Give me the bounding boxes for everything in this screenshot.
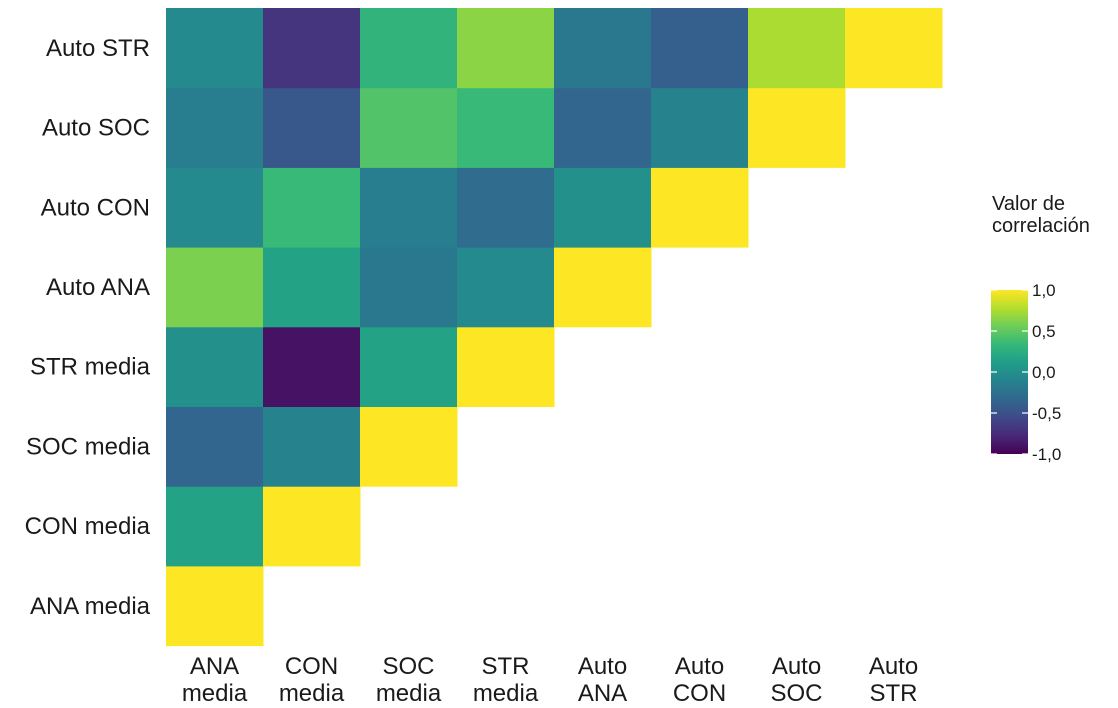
heatmap-cell (263, 406, 361, 487)
heatmap-cell (166, 406, 264, 487)
heatmap-cell (263, 87, 361, 168)
x-tick-label: Auto (578, 653, 627, 680)
heatmap-cell (651, 167, 749, 248)
heatmap-cell (360, 8, 458, 89)
x-tick-label: CON (285, 653, 338, 680)
legend-tick-label: 1,0 (1032, 281, 1056, 300)
heatmap-cell (166, 326, 264, 407)
y-tick-label: STR media (30, 354, 151, 381)
heatmap-cell (263, 486, 361, 567)
x-tick-label: Auto (869, 653, 918, 680)
heatmap-cell (554, 167, 652, 248)
x-tick-label: STR (482, 653, 530, 680)
x-tick-label: Auto (772, 653, 821, 680)
x-tick-label: media (279, 680, 345, 707)
y-tick-label: SOC media (26, 433, 151, 460)
heatmap-cell (651, 8, 749, 89)
heatmap-cell (166, 167, 264, 248)
y-tick-label: Auto STR (46, 35, 150, 62)
heatmap-cell (457, 247, 555, 328)
legend-tick-label: 0,5 (1032, 322, 1056, 341)
legend-tick-label: 0,0 (1032, 363, 1056, 382)
x-tick-label: ANA (190, 653, 239, 680)
heatmap-cell (845, 8, 943, 89)
heatmap-cell (166, 247, 264, 328)
x-tick-label: ANA (578, 680, 627, 707)
heatmap-cell (554, 8, 652, 89)
heatmap-cell (457, 87, 555, 168)
heatmap-cell (166, 486, 264, 567)
heatmap-cell (263, 167, 361, 248)
legend-title: correlación (992, 215, 1090, 237)
x-tick-label: SOC (770, 680, 822, 707)
heatmap-cell (457, 167, 555, 248)
heatmap-cell (457, 326, 555, 407)
heatmap-cell (360, 87, 458, 168)
heatmap-cell (748, 87, 846, 168)
heatmap-cell (651, 87, 749, 168)
heatmap-cell (457, 8, 555, 89)
heatmap-cell (554, 87, 652, 168)
x-tick-label: media (376, 680, 442, 707)
heatmap-cell (360, 247, 458, 328)
x-tick-label: media (473, 680, 539, 707)
x-tick-label: Auto (675, 653, 724, 680)
legend-tick-label: -0,5 (1032, 404, 1061, 423)
y-tick-label: CON media (25, 513, 151, 540)
legend-colorbar (991, 290, 1028, 454)
heatmap-cell (748, 8, 846, 89)
legend-tick-label: -1,0 (1032, 445, 1061, 464)
heatmap-cell (360, 326, 458, 407)
x-tick-label: CON (673, 680, 726, 707)
y-tick-label: Auto SOC (42, 115, 150, 142)
heatmap-cell (554, 247, 652, 328)
x-tick-label: media (182, 680, 248, 707)
x-tick-label: STR (870, 680, 918, 707)
heatmap-cell (263, 326, 361, 407)
x-tick-label: SOC (382, 653, 434, 680)
heatmap-cell (360, 167, 458, 248)
heatmap-cell (360, 406, 458, 487)
legend-title: Valor de (992, 193, 1065, 215)
heatmap-cell (166, 87, 264, 168)
heatmap-cell (166, 8, 264, 89)
heatmap-cell (166, 565, 264, 647)
y-tick-label: Auto ANA (46, 274, 150, 301)
heatmap-cell (263, 247, 361, 328)
heatmap-cell (263, 8, 361, 89)
y-tick-label: Auto CON (41, 194, 150, 221)
y-tick-label: ANA media (30, 593, 151, 620)
